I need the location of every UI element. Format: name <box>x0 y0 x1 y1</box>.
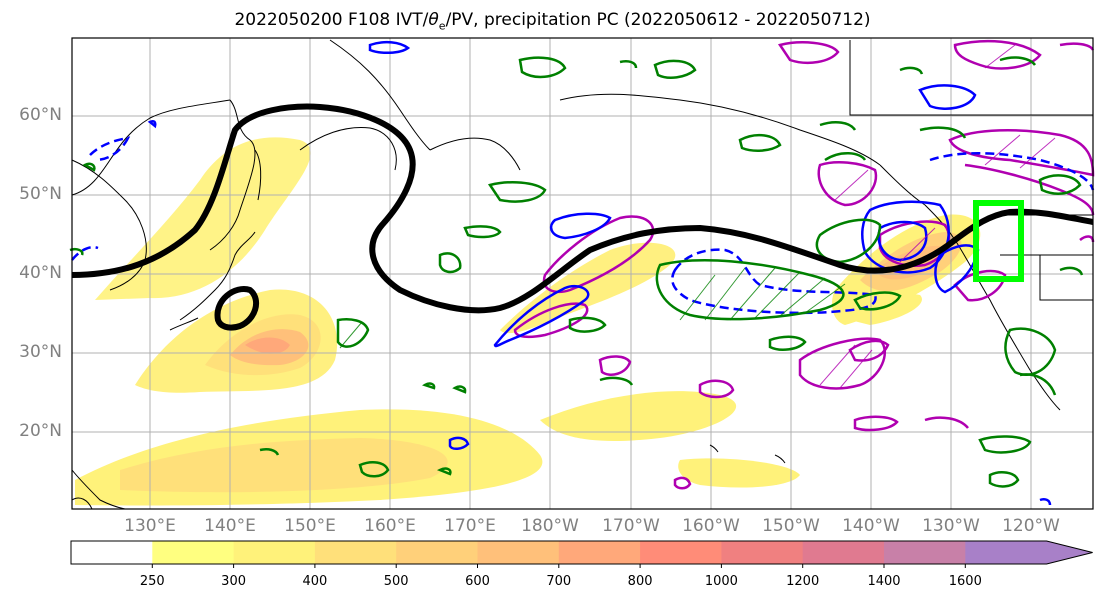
colorbar-extension-arrow <box>965 541 1093 564</box>
colorbar-segment <box>152 541 235 564</box>
colorbar-tick-label: 600 <box>465 574 490 589</box>
lon-label-140e: 140°E <box>204 516 256 536</box>
colorbar-segment <box>721 541 804 564</box>
theta-e-cold-contours <box>147 40 1052 506</box>
colorbar-segment <box>314 541 397 564</box>
lon-label-180w: 180°W <box>521 516 579 536</box>
colorbar-segment <box>640 541 722 564</box>
lon-label-130w: 130°W <box>922 516 980 536</box>
theta-e-dashed-contours <box>71 136 1095 315</box>
precipitation-contours <box>69 56 1084 488</box>
colorbar-tick-label: 800 <box>627 574 653 589</box>
lat-label-60n: 60°N <box>19 105 62 125</box>
map-frame <box>71 37 1094 510</box>
lon-label-150e: 150°E <box>284 516 336 536</box>
lon-label-170e: 170°E <box>444 516 496 536</box>
lon-label-150w: 150°W <box>762 516 820 536</box>
colorbar-tick-label: 700 <box>546 574 572 589</box>
colorbar-segment <box>884 541 966 564</box>
lat-label-50n: 50°N <box>19 184 62 204</box>
colorbar-tick-label: 300 <box>221 574 246 589</box>
colorbar-segment <box>558 541 641 564</box>
lon-label-130e: 130°E <box>124 516 176 536</box>
lon-label-140w: 140°W <box>842 516 900 536</box>
colorbar-segment <box>802 541 885 564</box>
colorbar-tick-label: 1000 <box>704 574 738 589</box>
hatched-regions-magenta <box>819 44 1056 389</box>
colorbar-segment <box>71 541 153 564</box>
colorbar-segment <box>233 541 316 564</box>
lon-label-160e: 160°E <box>364 516 416 536</box>
lat-label-40n: 40°N <box>19 263 62 283</box>
map-title: 2022050200 F108 IVT/θe/PV, precipitation… <box>234 10 871 33</box>
lat-label-30n: 30°N <box>19 342 62 362</box>
colorbar-segment <box>396 541 478 564</box>
target-region-box <box>973 200 1024 282</box>
pv-contour <box>71 103 1094 331</box>
colorbar <box>70 540 1093 568</box>
lon-label-160w: 160°W <box>682 516 740 536</box>
coastlines <box>71 39 1093 510</box>
colorbar-tick-label: 1200 <box>786 574 820 589</box>
colorbar-segment <box>477 541 560 564</box>
colorbar-tick-label: 250 <box>139 574 165 589</box>
colorbar-tick-label: 1600 <box>948 574 982 589</box>
hatched-regions <box>339 267 846 349</box>
colorbar-tick-label: 400 <box>302 574 328 589</box>
lon-label-120w: 120°W <box>1002 516 1060 536</box>
colorbar-tick-label: 1400 <box>867 574 901 589</box>
ivt-shading <box>75 137 981 506</box>
colorbar-tick-label: 500 <box>383 574 409 589</box>
lat-label-20n: 20°N <box>19 421 62 441</box>
colorbar-outline <box>70 540 1093 565</box>
graticule <box>72 38 1093 509</box>
lon-label-170w: 170°W <box>602 516 660 536</box>
